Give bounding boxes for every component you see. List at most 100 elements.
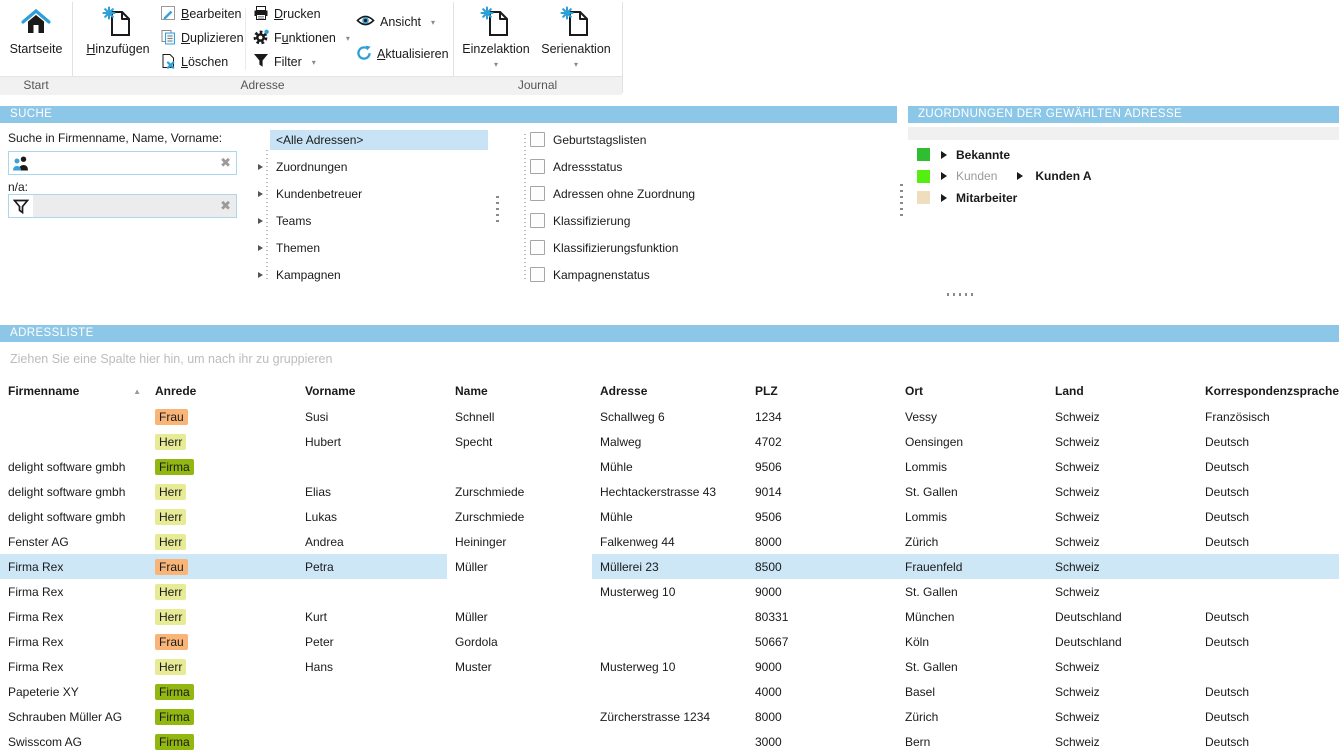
hinzufuegen-label: Hinzufügen	[86, 42, 150, 56]
table-row[interactable]: Firma Rex Herr Hans Muster Musterweg 10 …	[0, 654, 1339, 679]
checkbox[interactable]	[530, 159, 545, 174]
column-header-plz[interactable]: PLZ	[755, 384, 778, 398]
filter-checkbox-item[interactable]: Geburtstagslisten	[530, 126, 770, 153]
filter-checkbox-item[interactable]: Klassifizierung	[530, 207, 770, 234]
cell-ort: Köln	[905, 634, 930, 649]
table-row[interactable]: Swisscom AG Firma 3000 Bern Schweiz Deut…	[0, 729, 1339, 754]
filter-checkbox-item[interactable]: Adressstatus	[530, 153, 770, 180]
table-row[interactable]: Papeterie XY Firma 4000 Basel Schweiz De…	[0, 679, 1339, 704]
cell-anrede: Frau	[147, 404, 297, 429]
search-input-box: ✖	[8, 151, 237, 175]
contacts-icon	[9, 152, 33, 174]
tree-item[interactable]: Zuordnungen	[258, 153, 488, 180]
zuordnung-item[interactable]: Mitarbeiter	[908, 187, 1339, 209]
filter-checkbox-item[interactable]: Kampagnenstatus	[530, 261, 770, 288]
bearbeiten-button[interactable]: Bearbeiten	[160, 4, 241, 24]
funnel-icon	[9, 195, 33, 217]
expand-arrow-icon[interactable]	[941, 193, 947, 202]
column-header-land[interactable]: Land	[1055, 384, 1084, 398]
table-row[interactable]: Firma Rex Herr Kurt Müller 80331 München…	[0, 604, 1339, 629]
column-header-adresse[interactable]: Adresse	[600, 384, 648, 398]
ribbon: Startseite Hinzufügen Bearbeiten	[0, 0, 1339, 95]
filter-checkbox-list: Geburtstagslisten Adressstatus Adressen oh…	[530, 126, 770, 288]
expand-arrow-icon[interactable]	[258, 244, 270, 251]
checkbox[interactable]	[530, 186, 545, 201]
cell-land: Schweiz	[1055, 409, 1100, 424]
table-header-row: Firmenname ▲ Anrede Vorname Name Adresse…	[0, 378, 1339, 404]
cell-ort: Frauenfeld	[897, 554, 1047, 579]
chevron-down-icon: ▾	[311, 57, 316, 67]
tree-item[interactable]: Teams	[258, 207, 488, 234]
clear-search-icon[interactable]: ✖	[220, 155, 231, 170]
cell-anrede: Herr	[147, 479, 297, 504]
tree-item[interactable]: <Alle Adressen>	[258, 126, 488, 153]
einzelaktion-button[interactable]: Einzelaktion ▾	[459, 3, 533, 75]
startseite-button[interactable]: Startseite	[0, 3, 72, 75]
table-row[interactable]: Herr Hubert Specht Malweg 4702 Oensingen…	[0, 429, 1339, 454]
splitter-handle[interactable]	[947, 293, 973, 296]
serienaktion-button[interactable]: Serienaktion ▾	[539, 3, 613, 75]
drucken-button[interactable]: Drucken	[253, 4, 321, 24]
panel-splitter-handle[interactable]	[900, 184, 903, 216]
expand-arrow-icon[interactable]	[941, 150, 947, 159]
group-by-hint[interactable]: Ziehen Sie eine Spalte hier hin, um nach…	[10, 352, 333, 366]
expand-arrow-icon[interactable]	[258, 217, 270, 224]
loeschen-button[interactable]: Löschen	[160, 52, 228, 72]
cell-name: Heininger	[455, 534, 507, 549]
cell-adresse: Mühle	[600, 509, 633, 524]
aktualisieren-button[interactable]: Aktualisieren	[356, 44, 449, 64]
expand-arrow-icon[interactable]	[941, 172, 947, 181]
duplizieren-button[interactable]: Duplizieren	[160, 28, 244, 48]
column-header-korrespondenzsprache[interactable]: Korrespondenzsprache	[1205, 384, 1339, 398]
column-header-ort[interactable]: Ort	[905, 384, 923, 398]
tree-guide-line	[266, 150, 268, 282]
checkbox[interactable]	[530, 240, 545, 255]
hinzufuegen-button[interactable]: Hinzufügen	[80, 3, 156, 75]
expand-arrow-icon[interactable]	[1017, 172, 1024, 181]
checkbox[interactable]	[530, 132, 545, 147]
adressliste-table: Firmenname ▲ Anrede Vorname Name Adresse…	[0, 378, 1339, 754]
table-row[interactable]: delight software gmbh Firma Mühle 9506 L…	[0, 454, 1339, 479]
table-row[interactable]: Firma Rex Frau Peter Gordola 50667 Köln …	[0, 629, 1339, 654]
splitter-handle[interactable]	[496, 196, 499, 224]
table-row[interactable]: delight software gmbh Herr Elias Zurschm…	[0, 479, 1339, 504]
filter-button[interactable]: Filter ▾	[253, 52, 316, 72]
clear-filter-icon[interactable]: ✖	[220, 198, 231, 213]
cell-anrede: Firma	[147, 729, 297, 754]
expand-arrow-icon[interactable]	[258, 163, 270, 170]
table-row[interactable]: Schrauben Müller AG Firma Zürcherstrasse…	[0, 704, 1339, 729]
drucken-label: Drucken	[274, 7, 321, 21]
ansicht-label: Ansicht	[380, 15, 421, 29]
zuordnung-label: Kunden	[956, 169, 998, 184]
tree-item[interactable]: Kampagnen	[258, 261, 488, 288]
filter-input[interactable]	[33, 194, 216, 218]
tree-item[interactable]: Themen	[258, 234, 488, 261]
expand-arrow-icon[interactable]	[258, 190, 270, 197]
column-header-firmenname[interactable]: Firmenname ▲	[8, 384, 141, 398]
zuordnung-item[interactable]: Bekannte	[908, 144, 1339, 166]
funktionen-button[interactable]: Funktionen ▾	[253, 28, 350, 48]
table-row[interactable]: Firma Rex Frau Petra Müller Müllerei 23 …	[0, 554, 1339, 579]
checkbox[interactable]	[530, 267, 545, 282]
zuordnung-item[interactable]: Kunden Kunden A	[908, 166, 1339, 188]
expand-arrow-icon[interactable]	[258, 271, 270, 278]
column-header-vorname[interactable]: Vorname	[305, 384, 356, 398]
cell-ort: Zürich	[905, 709, 939, 724]
search-input[interactable]	[33, 151, 216, 175]
anrede-badge: Herr	[155, 658, 187, 675]
cell-vorname	[297, 679, 447, 704]
ansicht-button[interactable]: Ansicht ▾	[356, 12, 435, 32]
column-header-anrede[interactable]: Anrede	[155, 384, 197, 398]
ribbon-group-start: Start	[23, 78, 49, 92]
column-header-name[interactable]: Name	[455, 384, 488, 398]
tree-item[interactable]: Kundenbetreuer	[258, 180, 488, 207]
filter-checkbox-item[interactable]: Adressen ohne Zuordnung	[530, 180, 770, 207]
table-row[interactable]: Frau Susi Schnell Schallweg 6 1234 Vessy…	[0, 404, 1339, 429]
table-row[interactable]: delight software gmbh Herr Lukas Zurschm…	[0, 504, 1339, 529]
anrede-badge: Herr	[155, 508, 187, 525]
table-row[interactable]: Firma Rex Herr Musterweg 10 9000 St. Gal…	[0, 579, 1339, 604]
checkbox[interactable]	[530, 213, 545, 228]
table-row[interactable]: Fenster AG Herr Andrea Heininger Falkenw…	[0, 529, 1339, 554]
cell-name: Muster	[455, 659, 492, 674]
filter-checkbox-item[interactable]: Klassifizierungsfunktion	[530, 234, 770, 261]
